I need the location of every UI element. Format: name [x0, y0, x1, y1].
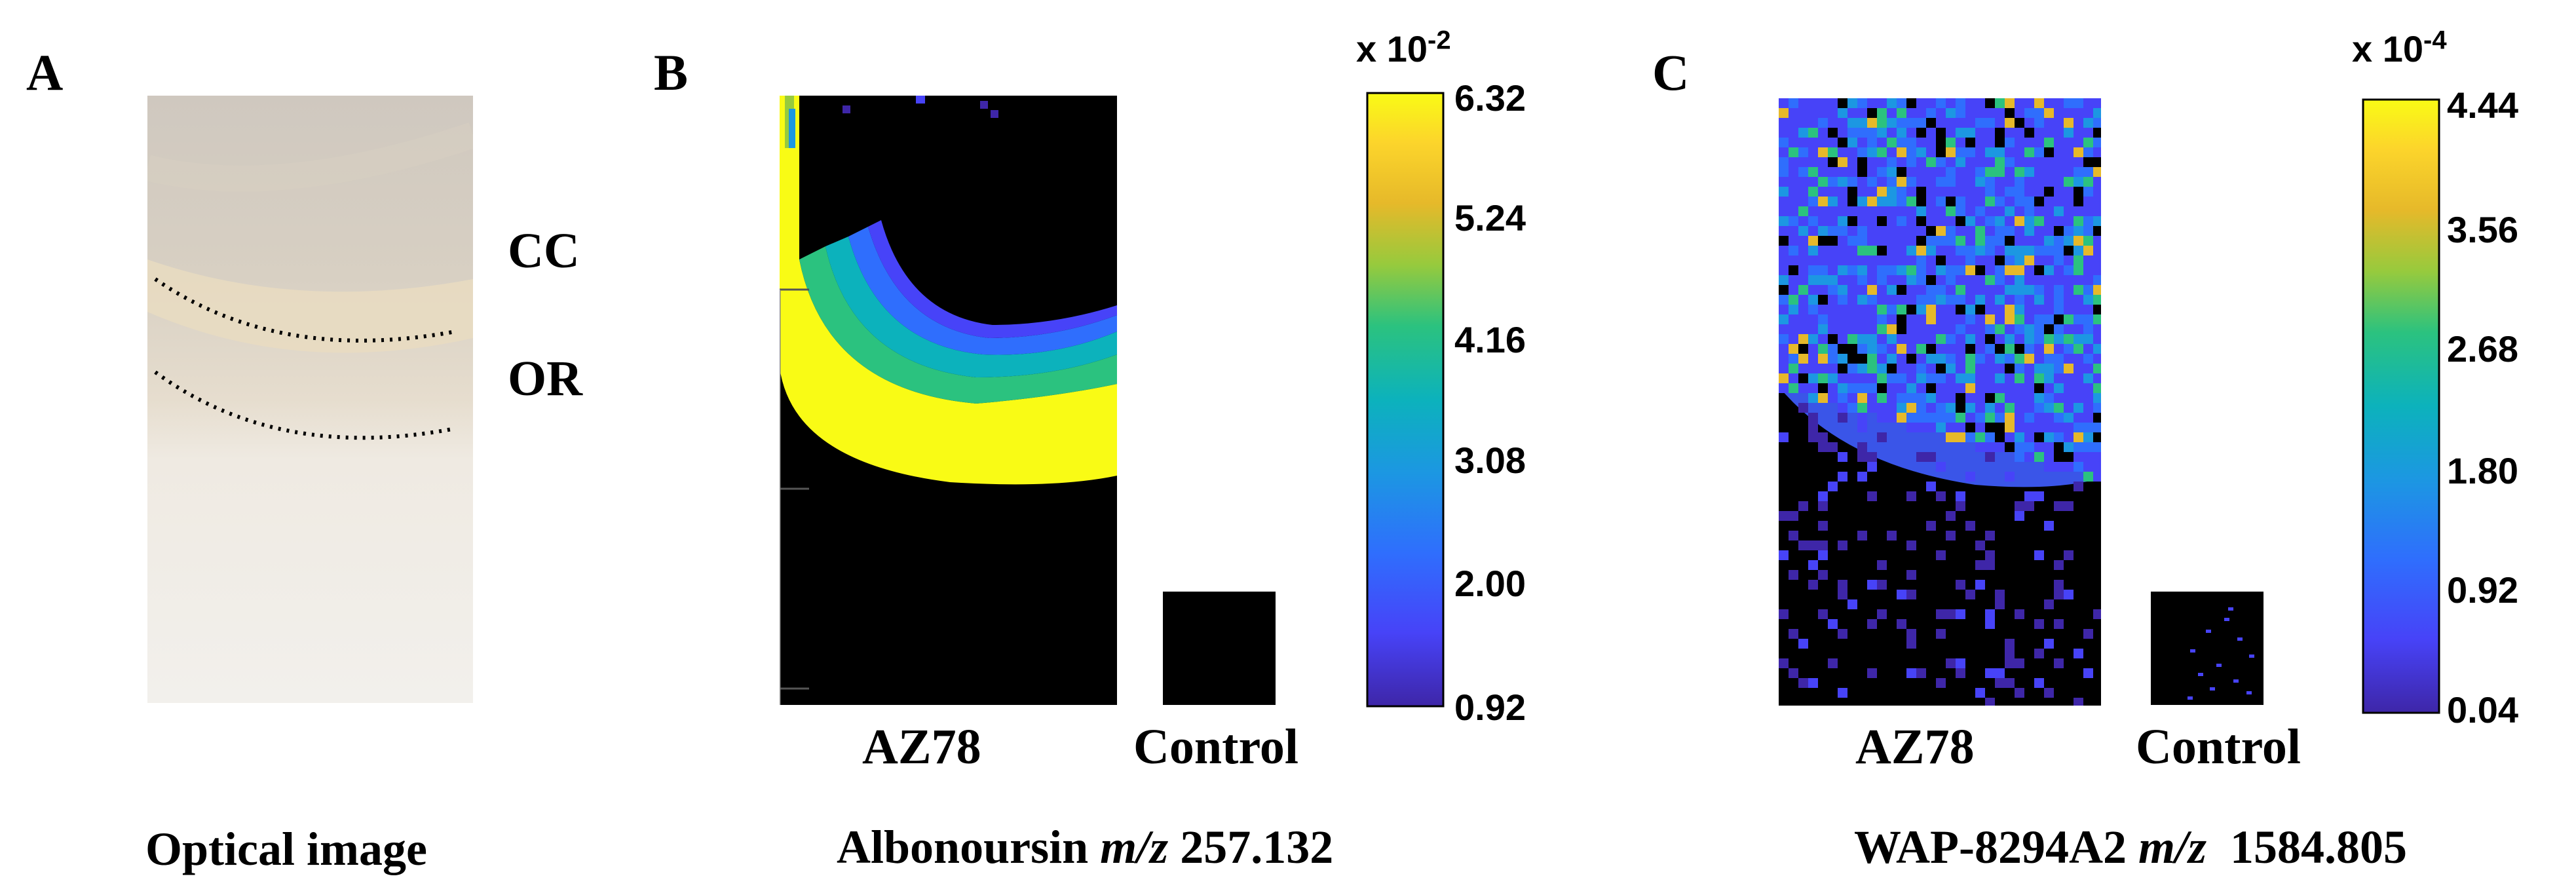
colorbar-b-tick-5: 2.00: [1454, 563, 1526, 604]
cc-boundary-line: [154, 277, 456, 343]
label-or: OR: [508, 351, 582, 406]
colorbar-b-tick-1: 6.32: [1454, 77, 1526, 119]
colorbar-c-tick-2: 3.56: [2447, 209, 2518, 250]
panel-c-caption: WAP-8294A2 m/z 1584.805: [1854, 821, 2407, 873]
panel-b-control-label: Control: [1133, 719, 1298, 774]
wap-8294a2-control-image: [2151, 592, 2263, 705]
colorbar-c-exponent: x 10-4: [2352, 26, 2447, 69]
panel-b-letter: B: [654, 44, 689, 101]
panel-c-control-label: Control: [2136, 719, 2301, 774]
colorbar-b-tick-6: 0.92: [1454, 687, 1526, 728]
colorbar-b-tick-2: 5.24: [1454, 197, 1526, 238]
colorbar-c-tick-1: 4.44: [2447, 85, 2518, 126]
colorbar-b-exponent: x 10-2: [1356, 26, 1451, 69]
colorbar-b: [1366, 92, 1445, 708]
optical-image: [147, 96, 473, 703]
colorbar-c-tick-6: 0.04: [2447, 689, 2518, 730]
panel-b-sample-label: AZ78: [862, 719, 981, 774]
colorbar-b-tick-3: 4.16: [1454, 319, 1526, 360]
colorbar-c-tick-5: 0.92: [2447, 569, 2518, 611]
panel-a-letter: A: [26, 44, 64, 101]
colorbar-c-tick-3: 2.68: [2447, 328, 2518, 370]
colorbar-c: [2362, 98, 2440, 714]
colorbar-b-tick-4: 3.08: [1454, 440, 1526, 481]
albonoursin-control-image: [1163, 592, 1276, 705]
label-cc: CC: [508, 223, 580, 278]
or-boundary-line: [154, 370, 456, 440]
albonoursin-ms-image: [780, 96, 1117, 705]
panel-a-caption: Optical image: [145, 823, 427, 875]
panel-b-caption: Albonoursin m/z 257.132: [837, 821, 1334, 873]
panel-c-sample-label: AZ78: [1855, 719, 1975, 774]
colorbar-c-tick-4: 1.80: [2447, 450, 2518, 491]
panel-c-letter: C: [1652, 44, 1690, 101]
wap-8294a2-ms-image: [1779, 98, 2101, 706]
